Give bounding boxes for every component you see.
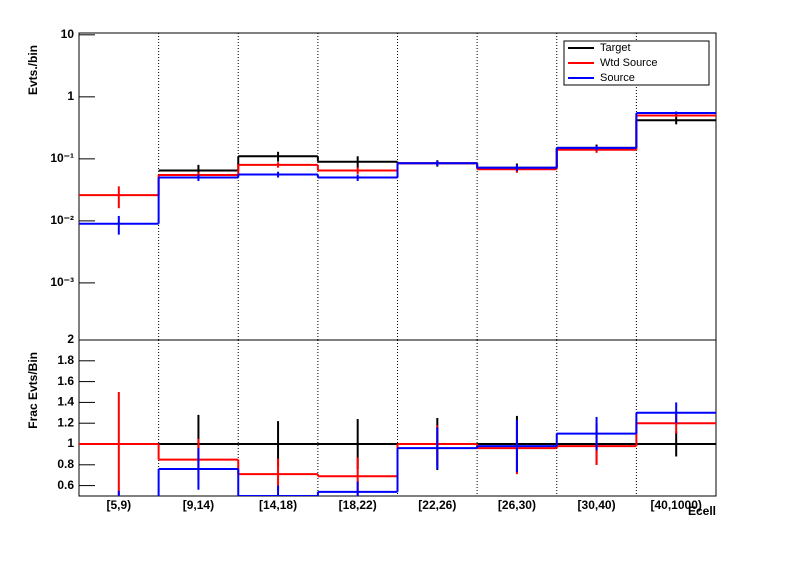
y-tick-label: 1.8 <box>57 353 74 367</box>
plot-area <box>79 392 716 496</box>
plot-area <box>79 111 716 235</box>
y-tick-label: 1 <box>67 436 74 450</box>
y-tick-label: 1.2 <box>57 415 74 429</box>
y-tick-label: 10⁻³ <box>50 275 74 289</box>
x-tick-label: [26,30) <box>498 498 536 512</box>
y-axis-label: Frac Evts/Bin <box>26 352 40 429</box>
x-axis-label: Ecell <box>688 504 716 518</box>
y-tick-label: 0.6 <box>57 478 74 492</box>
x-tick-label: [18,22) <box>339 498 377 512</box>
x-tick-label: [5,9) <box>106 498 131 512</box>
y-tick-label: 10⁻¹ <box>50 151 74 165</box>
legend-label: Source <box>600 72 635 84</box>
legend-label: Target <box>600 42 631 54</box>
y-tick-label: 0.8 <box>57 457 74 471</box>
y-tick-label: 1.6 <box>57 374 74 388</box>
x-tick-label: [22,26) <box>418 498 456 512</box>
x-tick-label: [9,14) <box>183 498 214 512</box>
y-tick-label: 1.4 <box>57 395 74 409</box>
y-axis-label: Evts./bin <box>26 45 40 95</box>
y-tick-label: 2 <box>67 332 74 346</box>
y-tick-label: 10 <box>61 27 75 41</box>
x-tick-label: [14,18) <box>259 498 297 512</box>
legend-label: Wtd Source <box>600 57 657 69</box>
x-tick-label: [30,40) <box>578 498 616 512</box>
y-tick-label: 10⁻² <box>50 213 74 227</box>
y-tick-label: 1 <box>67 89 74 103</box>
x-tick-label: [40,1000) <box>651 498 702 512</box>
